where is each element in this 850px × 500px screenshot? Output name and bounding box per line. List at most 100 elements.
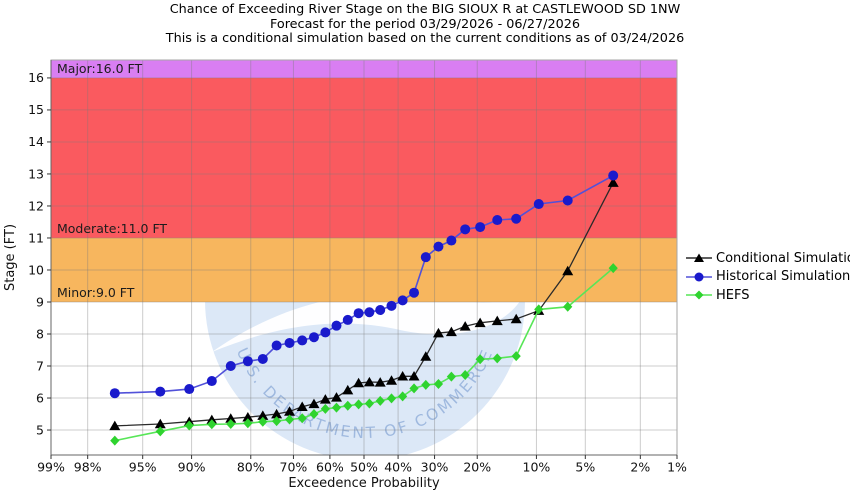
legend-label: Historical Simulation [716,269,850,285]
diamond-marker-icon [686,290,712,300]
legend-item-conditional-simulation: Conditional Simulation [686,249,850,268]
x-tick-label: 98% [74,460,102,475]
data-point [330,392,342,402]
watermark-swoosh-icon [212,286,528,352]
flood-category-bands [51,60,677,302]
data-point [510,313,522,324]
data-point [258,416,268,427]
x-tick-label: 70% [280,460,308,475]
x-axis-title: Exceedence Probability [288,476,440,491]
x-tick-label: 99% [37,460,65,475]
data-point [206,376,217,387]
data-point [408,371,420,381]
flood-band-major [51,60,677,78]
x-tick-label: 20% [463,460,491,475]
legend-label: HEFS [716,287,750,303]
data-point [491,315,503,326]
y-tick-label: 8 [36,326,44,341]
data-point [207,419,217,430]
flood-band-minor [51,237,677,302]
data-point [386,300,397,311]
data-point [475,222,486,233]
y-tick-label: 15 [28,102,44,117]
data-point [533,199,544,210]
data-point [297,413,307,424]
chart-title: Chance of Exceeding River Stage on the B… [169,2,681,17]
data-point [308,332,319,343]
legend-item-historical-simulation: Historical Simulation [686,268,850,287]
data-point [257,353,268,364]
data-point [284,337,295,348]
data-point [608,263,618,274]
data-point [331,402,342,413]
data-point [459,321,471,331]
y-tick-label: 10 [28,262,44,277]
y-tick-label: 13 [28,166,44,181]
data-point [109,420,121,431]
x-tick-label: 90% [178,460,206,475]
data-point [354,399,364,410]
y-tick-label: 14 [28,134,44,149]
flood-label-major: Major:16.0 FT [57,61,142,76]
x-tick-label: 10% [523,460,551,475]
chart-subtitle-period: Forecast for the period 03/29/2026 - 06/… [269,16,581,32]
data-point [397,371,409,381]
data-point [397,295,408,306]
data-point [342,384,354,395]
data-point [297,335,308,346]
legend: Conditional Simulation Historical Simula… [686,249,850,305]
data-point [364,307,375,318]
data-point [475,354,485,365]
y-tick-label: 12 [28,198,44,213]
data-point [364,398,374,409]
data-point [284,414,295,425]
data-point [271,340,282,351]
data-point [184,420,194,431]
x-tick-label: 5% [575,460,595,475]
data-point [308,398,320,409]
flood-band-moderate [51,77,677,238]
data-point [445,326,457,337]
series-hefs [110,263,618,446]
data-point [608,170,619,181]
x-tick-label: 1% [667,460,687,475]
data-point [433,241,444,252]
series-historical-simulation [109,170,619,399]
flood-label-minor: Minor:9.0 FT [57,285,135,300]
legend-label: Conditional Simulation [716,250,850,266]
data-point [563,301,573,312]
data-point [421,379,431,390]
data-point [398,391,408,402]
data-point [272,416,282,427]
data-point [409,287,420,298]
data-point [320,403,330,414]
y-tick-label: 9 [36,294,44,309]
data-point [534,304,544,315]
x-tick-label: 50% [350,460,378,475]
data-point [607,177,619,187]
x-tick-label: 95% [129,460,157,475]
data-point [242,356,253,367]
data-point [511,213,522,224]
data-point [184,384,195,395]
data-point [562,195,573,206]
data-point [343,400,353,411]
x-tick-label: 60% [316,460,344,475]
flood-label-moderate: Moderate:11.0 FT [57,221,167,236]
axis-ticks: 99% 98% 95% 90% 80% 70% 60% 50% 40% 30% 20% 10% 5% 2%… [28,70,687,474]
data-point [242,412,254,422]
y-tick-label: 7 [36,358,44,373]
data-point [386,393,397,404]
data-point [474,317,486,328]
data-point [154,418,166,429]
data-point [109,388,120,399]
y-tick-label: 11 [28,230,44,245]
data-point [420,351,432,361]
x-tick-label: 80% [237,460,265,475]
data-point [492,353,502,364]
data-point [460,369,470,380]
x-tick-label: 40% [384,460,412,475]
data-point [271,408,283,419]
data-point [284,406,296,416]
